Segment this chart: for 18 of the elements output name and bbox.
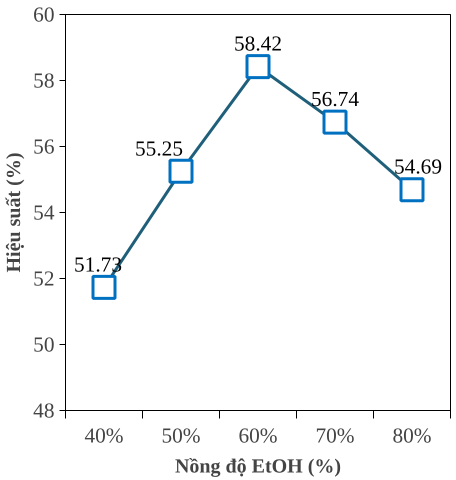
y-axis-title: Hiệu suất (%) — [3, 152, 26, 272]
y-tick-label: 60 — [33, 2, 54, 26]
data-label: 58.42 — [234, 32, 282, 56]
y-tick-label: 58 — [33, 68, 54, 92]
x-tick-label: 40% — [84, 424, 124, 448]
y-tick-label: 52 — [33, 266, 54, 290]
y-tick-label: 54 — [33, 200, 55, 224]
data-label: 55.25 — [135, 136, 184, 160]
data-label: 56.74 — [311, 87, 360, 112]
y-tick-label: 48 — [33, 398, 54, 422]
x-axis-title: Nồng độ EtOH (%) — [174, 456, 342, 478]
x-tick-label: 50% — [161, 424, 201, 448]
x-tick-label: 70% — [315, 424, 355, 448]
y-tick-label: 50 — [33, 332, 54, 356]
x-tick-label: 60% — [238, 424, 278, 448]
x-tick-label: 80% — [392, 424, 432, 448]
data-label: 54.69 — [394, 154, 442, 179]
y-tick-label: 56 — [33, 134, 55, 158]
